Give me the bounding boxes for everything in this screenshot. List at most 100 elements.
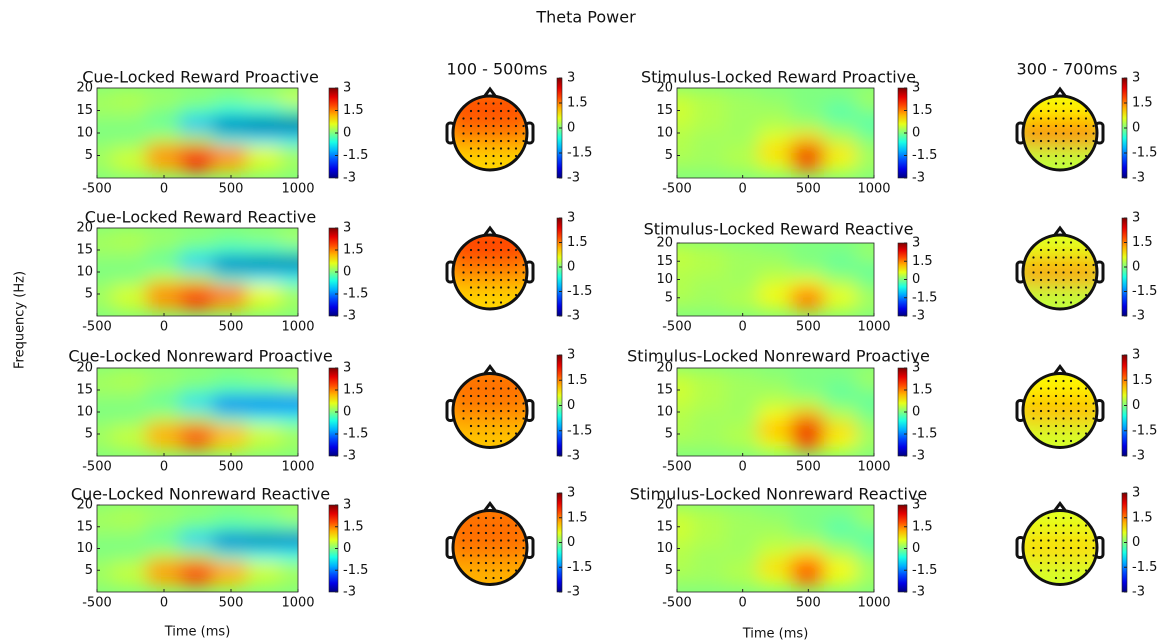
electrode [1062,554,1065,557]
electrode [514,394,518,398]
heatmap-cell [692,243,728,257]
electrode [492,241,495,244]
electrode [1062,531,1065,535]
electrode [484,109,488,113]
colorbar-tick-label: 1.5 [1132,96,1153,111]
electrode [1084,561,1088,565]
heatmap-cell [280,129,298,146]
heatmap-cell [97,532,115,548]
heatmap-cell [112,282,149,298]
electrode [469,569,473,572]
heatmap [97,368,298,456]
electrode [469,293,473,297]
electrode [469,124,473,128]
topo-nose [1052,364,1068,376]
heatmap-cells [97,229,298,311]
electrode [1077,554,1080,557]
electrode [477,278,480,282]
electrode [1084,554,1088,557]
electrode [514,109,518,113]
heatmap-cell [112,102,149,119]
colorbar-tick-label: 3 [1132,486,1140,501]
electrode [1069,379,1073,383]
electrode [469,546,473,550]
electrode [514,432,518,435]
heatmap-cell [692,265,728,279]
heatmap-cell [692,102,728,119]
electrode [1039,147,1043,150]
electrode [1062,402,1065,405]
electrode [484,117,488,120]
heatmap-cell [112,408,149,424]
electrode [477,271,480,274]
electrode [1069,102,1073,105]
heatmap-cell [790,116,826,132]
heatmap-cell [856,89,874,105]
electrode [477,109,480,113]
electrode [1077,109,1080,113]
electrode [469,132,473,135]
electrode [522,124,525,128]
heatmap-cell [97,382,115,398]
y-tick-label: 20 [76,221,93,236]
electrode [469,524,473,527]
heatmap-cell [179,571,216,587]
x-tick-label: 500 [219,320,244,335]
heatmap-cell [112,295,149,311]
heatmap-cell [856,519,874,535]
electrode [462,124,465,128]
electrode [514,132,518,135]
electrode [507,124,510,128]
electrode [1054,379,1058,383]
topoplot [1023,235,1097,309]
colorbar-tick-label: -1.5 [1132,560,1157,575]
electrode [1054,417,1058,420]
topo-head [451,233,529,311]
heatmap-cell [725,532,761,548]
heatmap-cell [146,89,182,105]
electrode [477,402,480,405]
x-tick-label: 500 [219,182,244,197]
heatmap-cell [823,287,859,301]
y-tick-label: 15 [656,383,673,398]
electrode [1069,554,1073,557]
electrode [1084,409,1088,413]
heatmap-cell [146,282,182,298]
colorbar-tick-label: 3 [912,361,920,376]
electrode [1077,278,1080,282]
heatmap [677,368,874,456]
heatmap-cell [790,298,826,312]
electrode [1039,409,1043,413]
heatmap-cell [280,532,298,548]
heatmap-cell [677,519,695,535]
x-tick-label: 1000 [857,182,890,197]
colorbar-tick-label: -1.5 [567,284,592,299]
electrode [1047,241,1050,244]
heatmap-cell [758,558,793,574]
electrode [1047,524,1050,527]
electrode [1069,439,1073,443]
heatmap-cell [179,242,216,258]
heatmap-cell [97,116,115,132]
electrode [469,424,473,428]
heatmap-cell [213,282,249,298]
heatmap-cell [725,129,761,146]
heatmap-cell [179,116,216,132]
electrode [1047,409,1050,413]
electrode [1054,117,1058,120]
electrode [1054,432,1058,435]
panel-title: Stimulus-Locked Nonreward Reactive [630,485,928,504]
colorbar-tick-label: 1.5 [1132,373,1153,388]
heatmap-cell [856,532,874,548]
electrode [499,409,503,413]
heatmap-cell [758,116,793,132]
electrode [469,561,473,565]
electrode [484,132,488,135]
electrode [1054,531,1058,535]
electrode [462,554,465,557]
heatmap-cell [246,268,283,284]
electrode [1069,162,1073,165]
electrode [1069,271,1073,274]
electrode [1092,139,1095,143]
